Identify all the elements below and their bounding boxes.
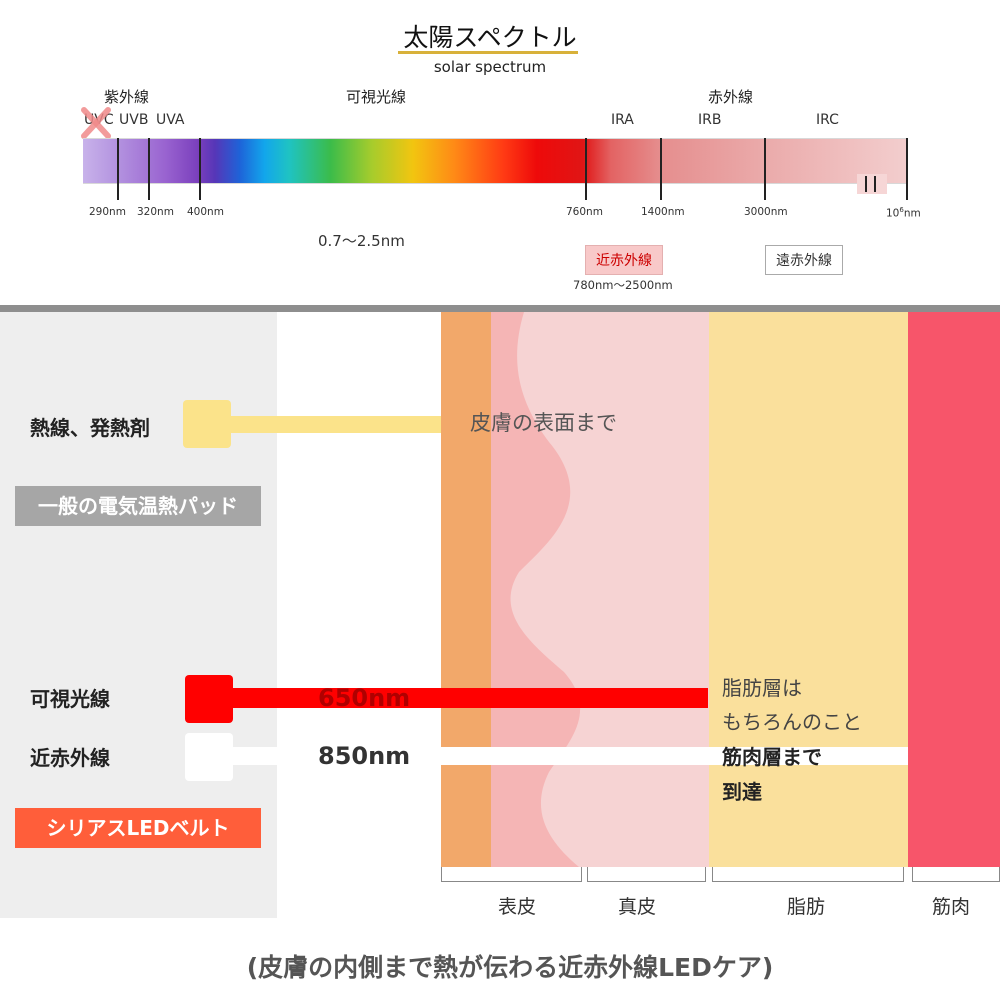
irc-label: IRC [816, 112, 839, 128]
layer-label-dermis: 真皮 [618, 896, 657, 918]
near-ir-box: 近赤外線 [585, 245, 663, 275]
far-ir-box: 遠赤外線 [765, 245, 843, 275]
tick-label-1400: 1400nm [641, 206, 685, 218]
nir-swatch [185, 733, 233, 781]
fat-note-line-4: 到達 [722, 780, 762, 804]
tick-last-exp: 6 [899, 206, 904, 214]
dermis-bracket [587, 867, 706, 882]
tick-last-unit: nm [903, 207, 921, 220]
tick-label-290: 290nm [89, 206, 126, 218]
tick-400 [199, 138, 201, 200]
fat-note-line-2: もちろんのこと [722, 710, 862, 734]
uva-label: UVA [156, 112, 185, 128]
tick-320 [148, 138, 150, 200]
visible-category-label: 可視光線 [346, 88, 407, 106]
visible-beam [228, 688, 708, 708]
uvb-label: UVB [119, 112, 149, 128]
tick-label-760: 760nm [566, 206, 603, 218]
uv-category-label: 紫外線 [104, 88, 150, 106]
range-note: 0.7～2.5nm [318, 232, 405, 250]
layer-label-muscle: 筋肉 [932, 896, 971, 918]
caption: (皮膚の内側まで熱が伝わる近赤外線LEDケア) [246, 953, 774, 982]
spectrum-title: 太陽スペクトル [403, 23, 577, 52]
visible-swatch [185, 675, 233, 723]
nir-row-label: 近赤外線 [30, 746, 110, 770]
heat-row-label: 熱線、発熱剤 [30, 416, 150, 440]
cross-icon [81, 107, 111, 139]
led-belt-tag: シリアスLEDベルト [15, 808, 261, 848]
axis-break-line [874, 176, 876, 192]
skin-surface-label: 皮膚の表面まで [470, 411, 617, 435]
section-divider [0, 305, 1000, 312]
muscle-zone [908, 312, 1000, 867]
spectrum-bar [83, 138, 908, 184]
infrared-category-label: 赤外線 [708, 88, 754, 106]
visible-wavelength: 650nm [318, 684, 411, 712]
muscle-bracket [912, 867, 1000, 882]
tick-label-1e6: 106nm [886, 206, 921, 220]
spectrum-subtitle: solar spectrum [433, 58, 547, 76]
epidermis-bracket [441, 867, 582, 882]
axis-break-mark [857, 174, 887, 194]
title-underline [398, 51, 578, 54]
tick-label-3000: 3000nm [744, 206, 788, 218]
visible-row-label: 可視光線 [30, 687, 110, 711]
heat-pad-tag: 一般の電気温熱パッド [15, 486, 261, 526]
fat-note-line-3: 筋肉層まで [722, 745, 822, 769]
heat-swatch [183, 400, 231, 448]
tick-3000 [764, 138, 766, 200]
fat-zone [709, 312, 909, 867]
fat-note-line-1: 脂肪層は [722, 676, 802, 700]
ira-label: IRA [611, 112, 634, 128]
epidermis-wave [489, 312, 581, 867]
tick-label-400: 400nm [187, 206, 224, 218]
nir-beam [228, 747, 908, 765]
fat-bracket [712, 867, 904, 882]
tick-760 [585, 138, 587, 200]
tick-1e6 [906, 138, 908, 200]
tick-1400 [660, 138, 662, 200]
irb-label: IRB [698, 112, 722, 128]
near-ir-range: 780nm～2500nm [573, 278, 673, 292]
epidermis-outer-zone [441, 312, 491, 867]
layer-label-fat: 脂肪 [787, 896, 826, 918]
nir-wavelength: 850nm [318, 742, 411, 770]
axis-break-line [865, 176, 867, 192]
heat-beam [228, 416, 441, 433]
tick-290 [117, 138, 119, 200]
tick-label-320: 320nm [137, 206, 174, 218]
layer-label-epidermis: 表皮 [498, 896, 537, 918]
tick-last-base: 10 [886, 207, 900, 220]
